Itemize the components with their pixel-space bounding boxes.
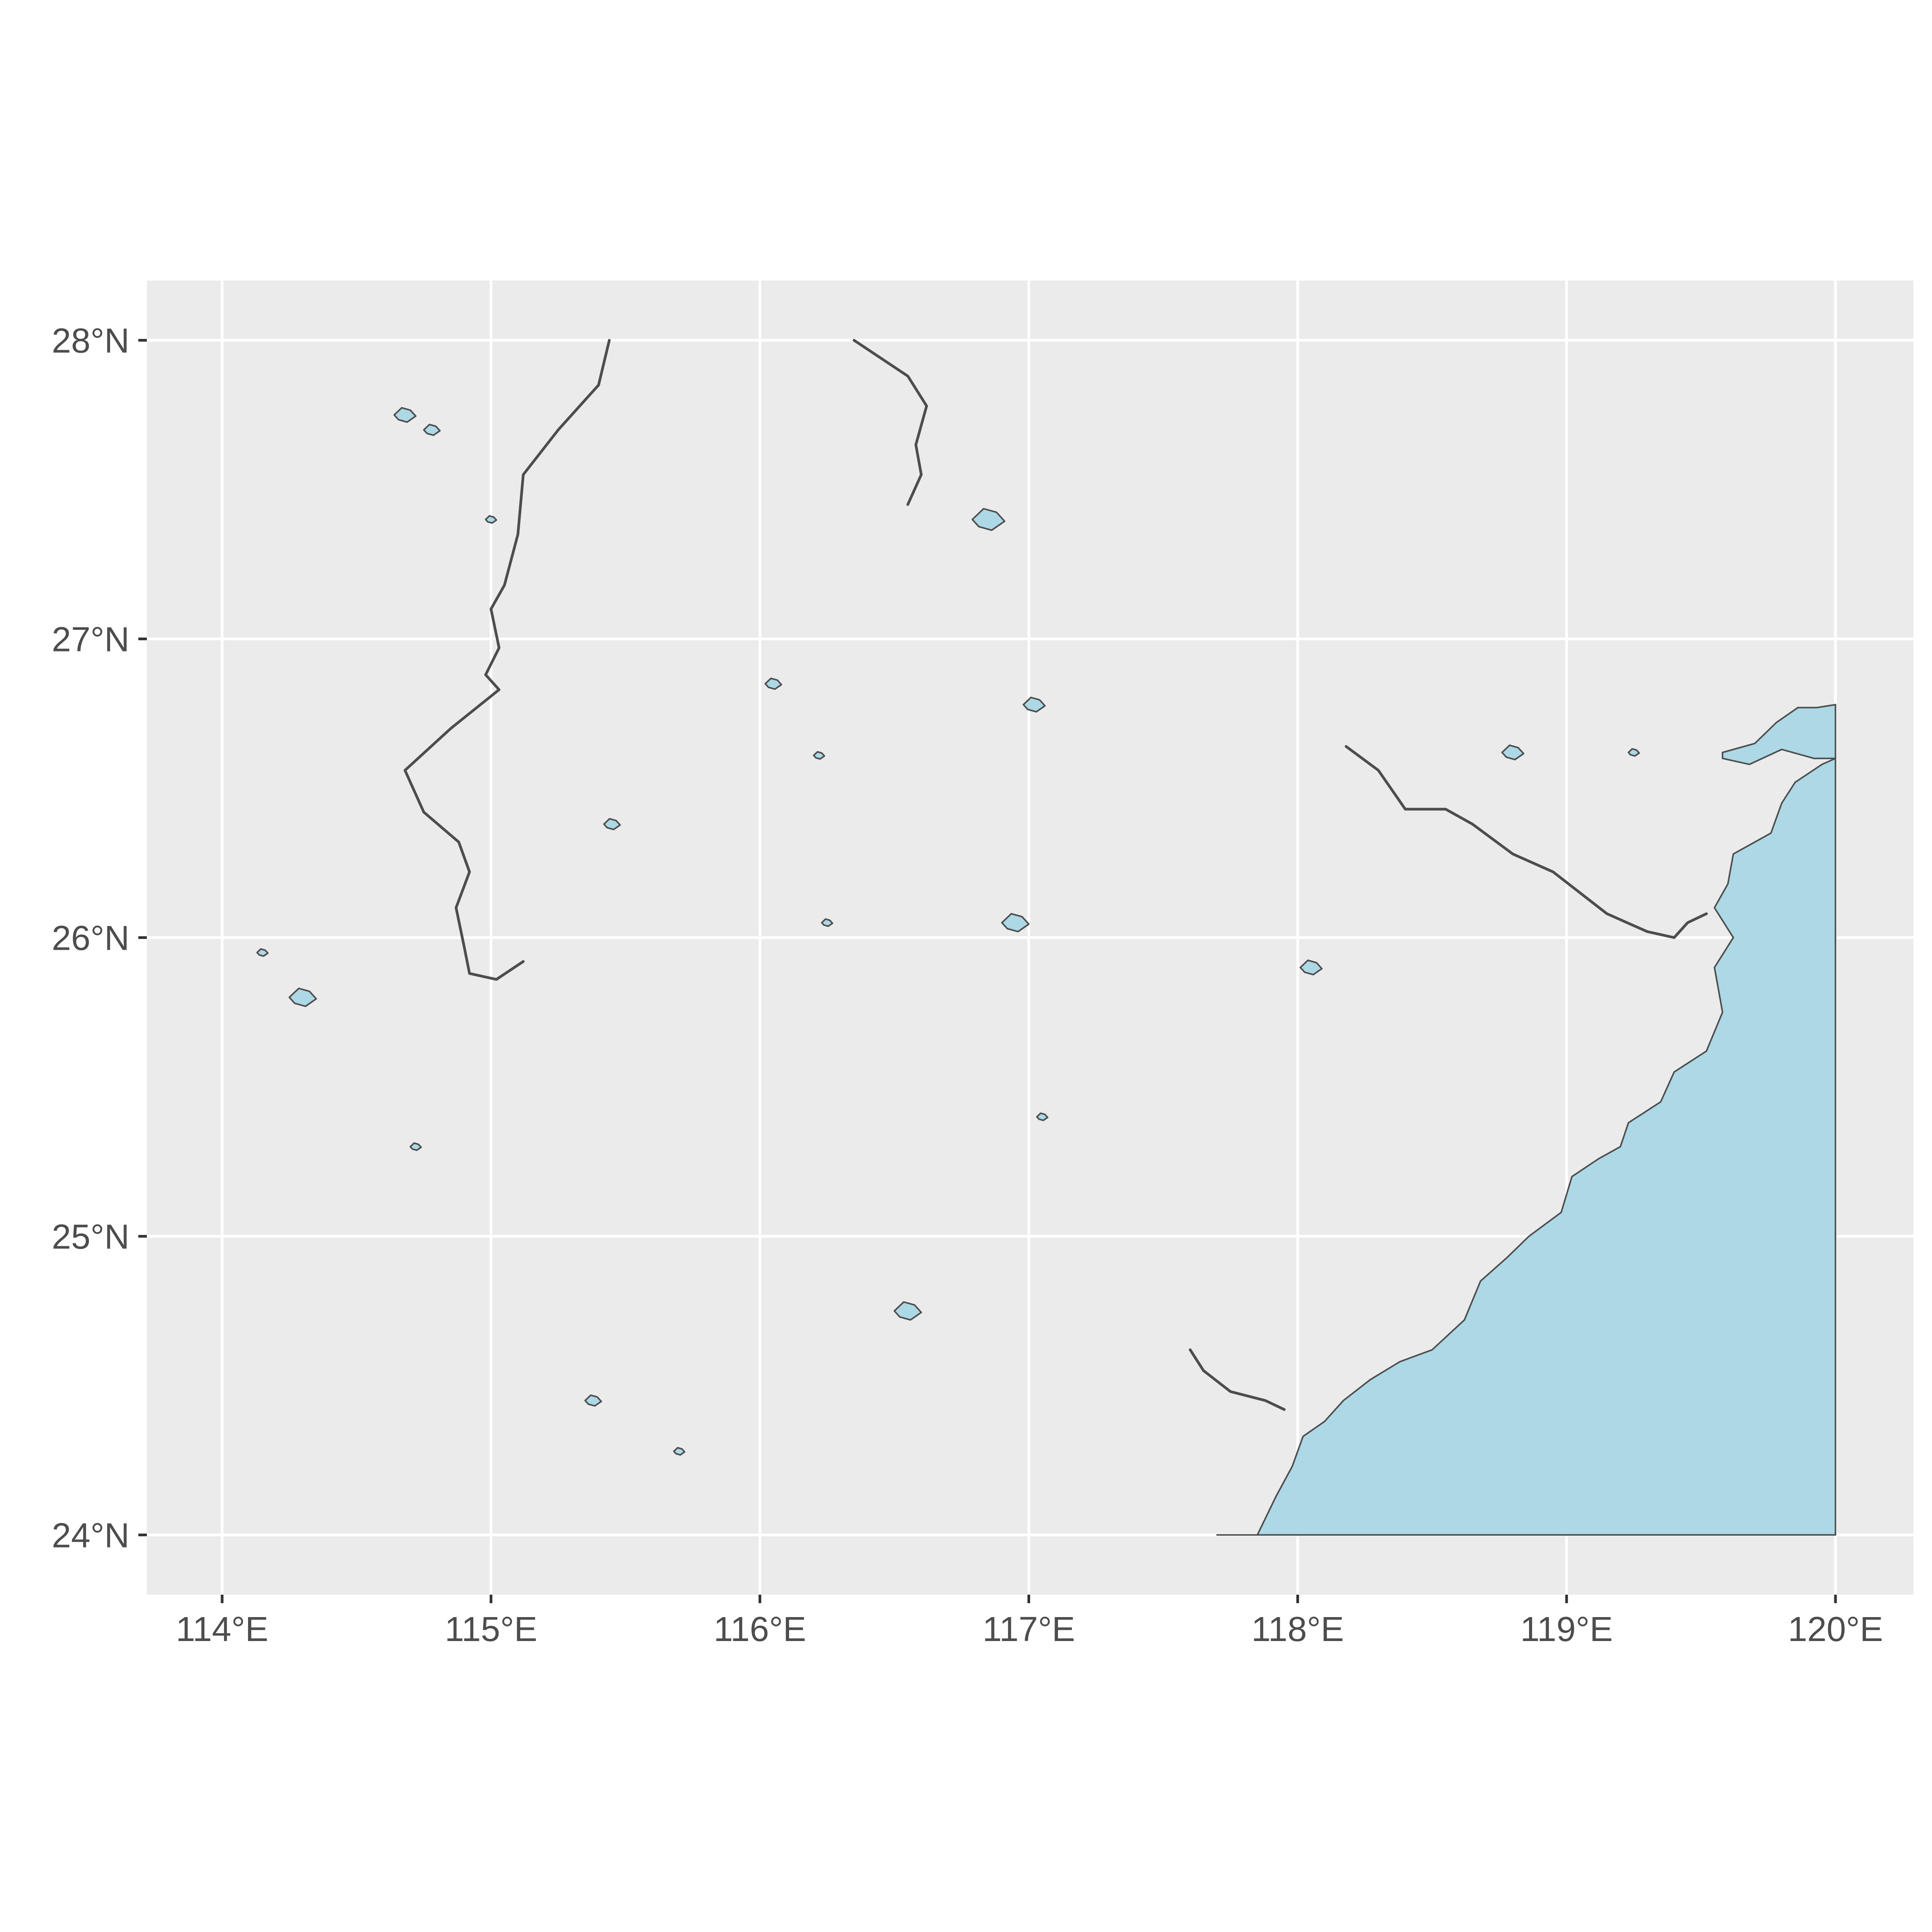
- lake: [603, 818, 621, 830]
- lake: [423, 423, 441, 436]
- y-tick-label: 27°N: [52, 621, 129, 659]
- sea-area: [1216, 757, 1837, 1536]
- lake: [288, 987, 317, 1007]
- lake: [1022, 697, 1046, 713]
- latitude-axis-labels: 24°N 25°N 26°N 27°N 28°N: [52, 322, 129, 1555]
- lake: [1299, 959, 1323, 976]
- lake: [256, 948, 269, 957]
- lake: [410, 1142, 422, 1151]
- fu-river: [852, 339, 928, 506]
- lake: [971, 508, 1005, 531]
- lake: [1036, 1112, 1049, 1121]
- x-tick-label: 119°E: [1520, 1610, 1613, 1649]
- lake: [673, 1447, 685, 1456]
- lake: [1001, 913, 1030, 932]
- gan-river: [403, 339, 611, 981]
- x-tick-label: 118°E: [1252, 1610, 1344, 1649]
- lake: [393, 407, 417, 423]
- y-tick-label: 25°N: [52, 1218, 129, 1256]
- y-tick-label: 24°N: [52, 1516, 129, 1555]
- map-gridlines: [147, 281, 1913, 1595]
- lake: [813, 751, 825, 760]
- lake: [1628, 748, 1640, 757]
- map-water-features: [256, 339, 1837, 1536]
- lake: [893, 1301, 922, 1321]
- x-tick-label: 116°E: [714, 1610, 806, 1649]
- x-tick-label: 120°E: [1788, 1610, 1883, 1649]
- lake: [821, 918, 833, 927]
- y-tick-label: 26°N: [52, 919, 129, 958]
- x-tick-label: 117°E: [983, 1610, 1075, 1649]
- jiulong-river: [1189, 1348, 1286, 1411]
- lake: [584, 1394, 602, 1407]
- lake: [485, 515, 497, 524]
- x-tick-label: 114°E: [176, 1610, 269, 1649]
- y-tick-label: 28°N: [52, 322, 129, 361]
- lake: [1501, 744, 1524, 760]
- longitude-axis-labels: 114°E 115°E 116°E 117°E 118°E 119°E 120°E: [176, 1610, 1883, 1649]
- x-tick-label: 115°E: [445, 1610, 537, 1649]
- lake: [764, 677, 782, 690]
- map-axis-ticks: [138, 339, 1837, 1603]
- min-river: [1345, 745, 1708, 939]
- bay-area-north: [1721, 704, 1837, 765]
